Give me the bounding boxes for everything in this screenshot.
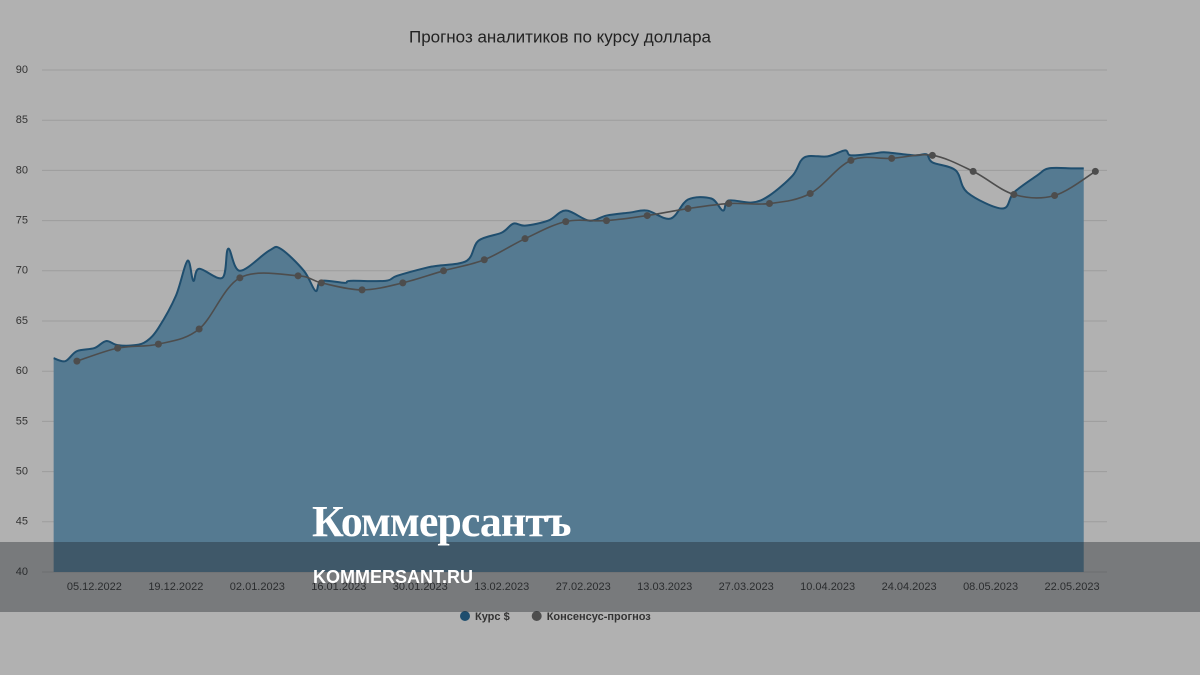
y-tick-label: 85: [16, 114, 28, 126]
y-tick-label: 60: [16, 365, 28, 377]
point: [294, 272, 302, 280]
point: [399, 279, 407, 287]
x-tick-label: 05.12.2022: [67, 581, 122, 593]
point: [888, 154, 896, 162]
y-tick-label: 70: [16, 265, 28, 277]
plot: 40 45 50 55 60 65 70 75 80 85 90 05.12.2022 19.12.20…: [16, 64, 1107, 593]
chart-title: Прогноз аналитиков по курсу доллара: [409, 27, 712, 46]
point: [317, 279, 325, 287]
point: [765, 200, 773, 208]
x-tick-label: 24.04.2023: [882, 581, 937, 593]
x-tick-label: 02.01.2023: [230, 581, 285, 593]
x-tick-label: 19.12.2022: [148, 581, 203, 593]
x-tick-label: 10.04.2023: [800, 581, 855, 593]
point: [521, 235, 529, 243]
y-tick-label: 75: [16, 215, 28, 227]
point: [480, 256, 488, 264]
point: [236, 274, 244, 282]
x-tick-label: 27.02.2023: [556, 581, 611, 593]
x-tick-label: 22.05.2023: [1045, 581, 1100, 593]
point: [440, 267, 448, 275]
legend-marker: [460, 611, 470, 621]
y-tick-label: 65: [16, 315, 28, 327]
x-tick-label: 16.01.2023: [311, 581, 366, 593]
point: [562, 218, 570, 226]
point: [643, 212, 651, 220]
point: [928, 151, 936, 159]
x-tick-label: 13.02.2023: [474, 581, 529, 593]
point: [603, 217, 611, 225]
point: [847, 156, 855, 164]
point: [195, 325, 203, 333]
point: [358, 286, 366, 294]
x-tick-label: 27.03.2023: [719, 581, 774, 593]
point: [1051, 192, 1059, 199]
y-tick-label: 80: [16, 164, 28, 176]
legend-label: Курс $: [475, 611, 510, 623]
point: [725, 200, 733, 208]
y-tick-label: 45: [16, 516, 28, 528]
x-tick-label: 30.01.2023: [393, 581, 448, 593]
point: [73, 357, 81, 365]
point: [1010, 190, 1018, 198]
y-tick-label: 90: [16, 64, 28, 76]
point: [154, 340, 162, 348]
legend-marker: [531, 611, 542, 621]
watermark-site: KOMMERSANT.RU: [313, 567, 473, 587]
y-tick-label: 40: [16, 566, 28, 578]
watermark-logo: Коммерсантъ: [312, 497, 571, 546]
area: [53, 150, 1084, 573]
x-tick-label: 13.03.2023: [637, 581, 692, 593]
point: [114, 344, 122, 352]
x-tick-label: 08.05.2023: [963, 581, 1018, 593]
y-tick-label: 55: [16, 415, 28, 427]
watermark-band: [0, 542, 1200, 612]
y-tick-label: 50: [16, 466, 28, 478]
point: [1091, 167, 1099, 175]
legend-label: Консенсус-прогноз: [547, 611, 652, 623]
point: [684, 205, 692, 213]
line: [53, 149, 1084, 363]
legend: Курс $ Консенсус-прогноз: [460, 611, 651, 623]
point: [806, 189, 814, 197]
point: [969, 167, 977, 175]
